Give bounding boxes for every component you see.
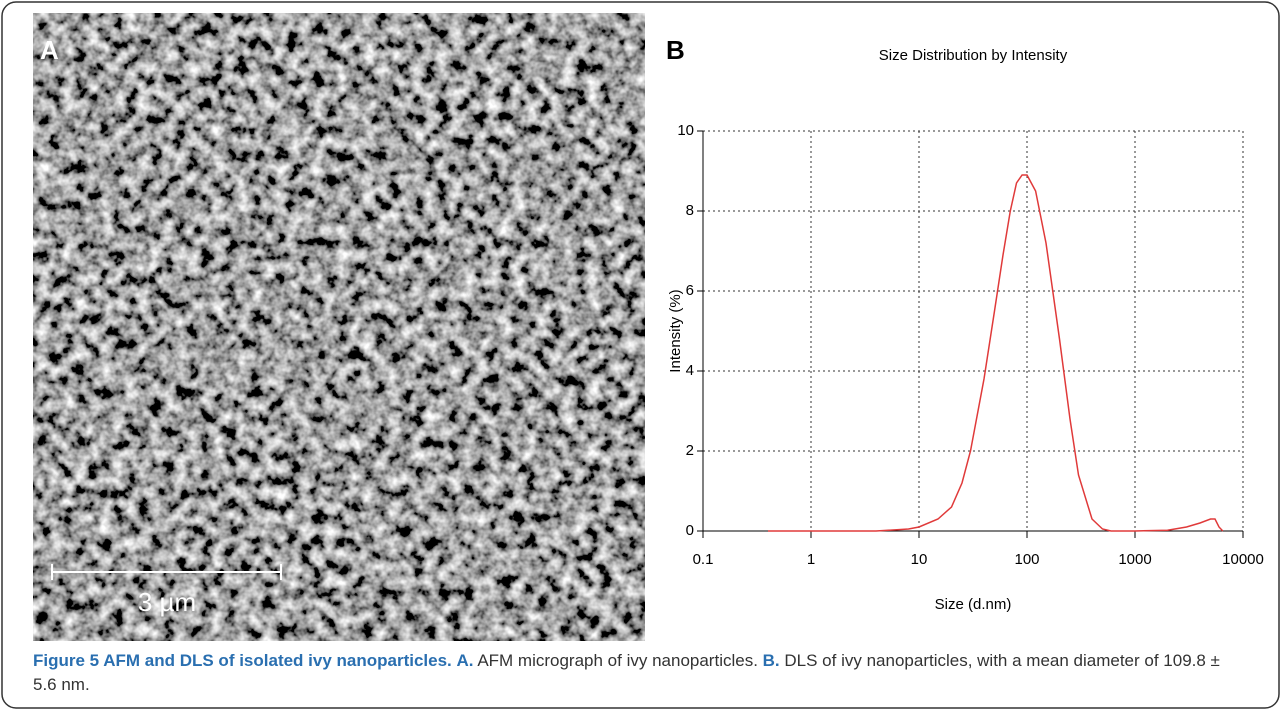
data-line — [768, 174, 1224, 532]
x-tick-label: 0.1 — [693, 551, 714, 568]
caption-text: AFM micrograph of ivy nanoparticles. — [477, 651, 758, 670]
x-tick-label: 100 — [1014, 551, 1039, 568]
x-tick-label: 10 — [911, 551, 928, 568]
y-tick-label: 0 — [686, 522, 694, 539]
x-axis-label: Size (d.nm) — [935, 596, 1012, 613]
chart-title: Size Distribution by Intensity — [879, 47, 1068, 64]
y-tick-label: 8 — [686, 202, 694, 219]
scale-label: 3 µm — [138, 587, 196, 617]
y-tick-label: 4 — [686, 362, 694, 379]
x-tick-label: 1000 — [1118, 551, 1151, 568]
x-tick-label: 1 — [807, 551, 815, 568]
scale-bar — [51, 564, 282, 580]
plot: 0 2 4 6 8 10 0.1 1 10 100 1000 10000 — [677, 122, 1264, 568]
caption-label: A. — [456, 651, 474, 670]
y-tick-label: 2 — [686, 442, 694, 459]
caption-text: DLS of ivy nanoparticles, with a mean di… — [33, 651, 1220, 694]
panel-label: A — [40, 35, 59, 65]
panel-label: B — [666, 35, 685, 65]
x-tick-label: 10000 — [1222, 551, 1264, 568]
y-axis-label: Intensity (%) — [667, 289, 684, 372]
caption: Figure 5 AFM and DLS of isolated ivy nan… — [33, 649, 1248, 697]
caption-title: Figure 5 AFM and DLS of isolated ivy nan… — [33, 651, 452, 670]
afm-image — [33, 13, 645, 641]
y-tick-label: 10 — [677, 122, 694, 139]
caption-label: B. — [762, 651, 780, 670]
y-tick-label: 6 — [686, 282, 694, 299]
